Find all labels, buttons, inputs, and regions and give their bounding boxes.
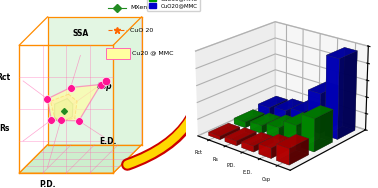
- Polygon shape: [48, 17, 141, 145]
- Text: P.D.: P.D.: [39, 180, 56, 188]
- Text: Rct: Rct: [0, 73, 10, 82]
- FancyBboxPatch shape: [106, 48, 130, 59]
- Polygon shape: [19, 145, 141, 173]
- Text: MXene: MXene: [130, 5, 151, 10]
- Polygon shape: [51, 94, 77, 121]
- Text: Rs: Rs: [0, 124, 10, 133]
- Text: Csp: Csp: [96, 82, 112, 91]
- Polygon shape: [113, 17, 141, 173]
- Legend: CuO40@MMC, CuO30@MMC, CuO20@MMC: CuO40@MMC, CuO30@MMC, CuO20@MMC: [147, 0, 200, 11]
- Text: Cu20 @ MMC: Cu20 @ MMC: [132, 50, 174, 55]
- FancyArrowPatch shape: [127, 52, 202, 164]
- Polygon shape: [47, 84, 101, 121]
- Text: CuO 20: CuO 20: [130, 28, 153, 33]
- Text: E.D.: E.D.: [99, 136, 116, 146]
- Polygon shape: [54, 99, 73, 123]
- Text: SSA: SSA: [72, 29, 88, 38]
- FancyArrowPatch shape: [127, 48, 202, 164]
